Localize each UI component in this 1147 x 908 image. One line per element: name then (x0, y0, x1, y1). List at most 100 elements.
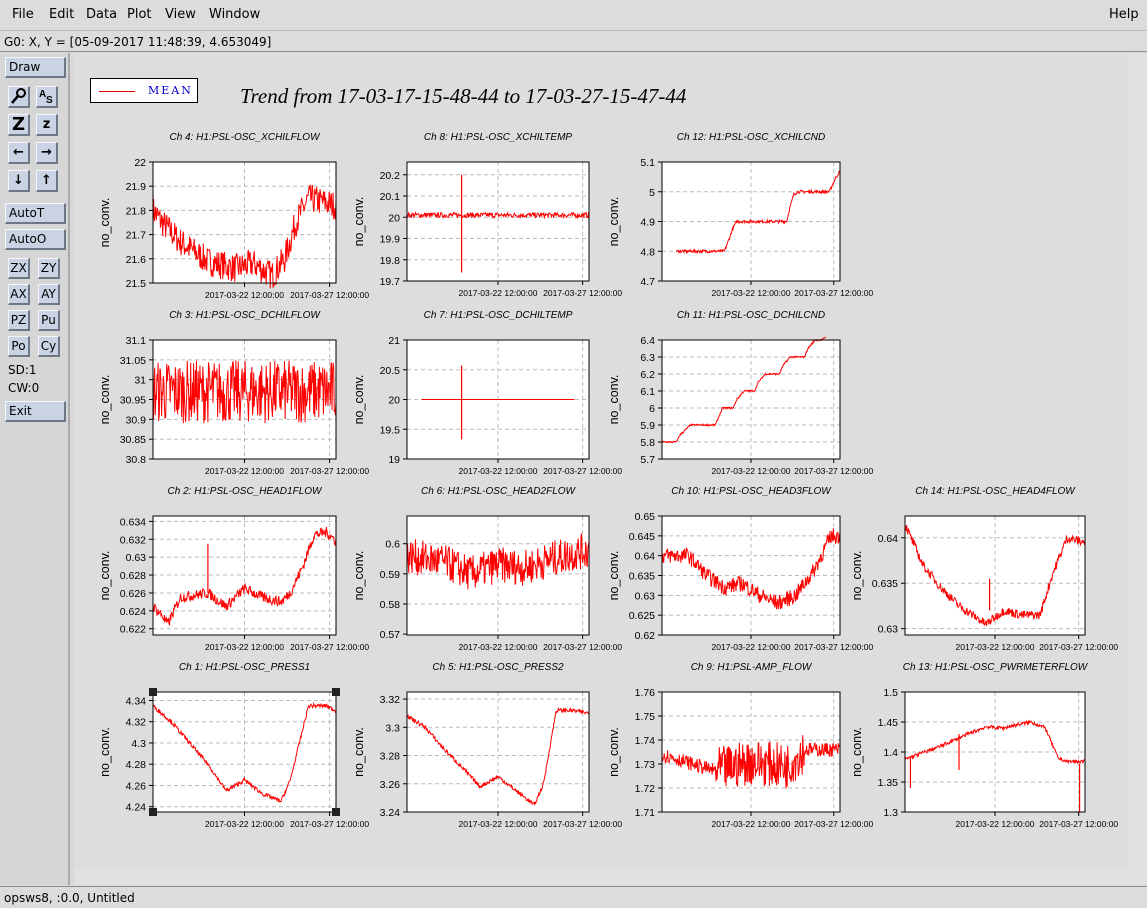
chart-ytick-label: 0.64 (635, 551, 656, 563)
legend-line-swatch (99, 91, 135, 92)
chart-frame (661, 161, 841, 282)
chart-ytick-label: 5.1 (640, 157, 655, 169)
chart-ytick-label: 0.63 (635, 590, 656, 602)
cursor-readout-bar: G0: X, Y = [05-09-2017 11:48:39, 4.65304… (0, 30, 1147, 52)
chart-title: Ch 11: H1:PSL-OSC_DCHILCND (677, 310, 825, 321)
chart-ylabel: no_conv. (98, 727, 112, 777)
zoom-out-icon[interactable]: z (36, 114, 58, 136)
chart-ytick-label: 1.71 (635, 807, 656, 819)
menu-edit[interactable]: Edit (49, 7, 75, 22)
chart-ytick-label: 1.4 (883, 747, 898, 759)
chart-ytick-label: 0.622 (120, 624, 146, 636)
arrow-right-icon[interactable]: → (36, 142, 58, 164)
chart-ytick-label: 0.626 (120, 588, 146, 600)
chart-xtick-label: 2017-03-27 12:00:00 (543, 642, 622, 652)
chart-series-line (152, 360, 337, 424)
chart-xtick-label: 2017-03-22 12:00:00 (712, 819, 791, 829)
chart-ylabel: no_conv. (607, 727, 621, 777)
chart-frame (406, 515, 590, 636)
zoom-in-icon[interactable]: Z (8, 114, 30, 136)
chart-ytick-label: 1.45 (878, 717, 899, 729)
chart-ytick-label: 0.635 (629, 571, 655, 583)
chart-xtick-label: 2017-03-22 12:00:00 (205, 290, 284, 300)
chart-xtick-label: 2017-03-27 12:00:00 (290, 642, 369, 652)
chart-ytick-label: 5 (649, 187, 655, 199)
chart-ytick-label: 0.58 (380, 599, 401, 611)
chart-ytick-label: 0.63 (878, 624, 899, 636)
chart-frame (152, 339, 337, 460)
chart-series-line (406, 706, 590, 807)
magnifier-icon[interactable] (8, 86, 30, 108)
pu-button[interactable]: Pu (38, 310, 60, 331)
chart-ytick-label: 6.4 (640, 335, 655, 347)
autoo-button[interactable]: AutoO (5, 229, 66, 250)
po-button[interactable]: Po (8, 336, 30, 357)
chart-frame (152, 161, 337, 284)
trend-chart: Ch 3: H1:PSL-OSC_DCHILFLOW 31.1 31.05 31 30.… (98, 310, 369, 476)
ax-button[interactable]: AX (8, 284, 30, 305)
ay-button[interactable]: AY (38, 284, 60, 305)
chart-frame (406, 691, 590, 813)
chart-xtick-label: 2017-03-27 12:00:00 (794, 288, 873, 298)
chart-xtick-label: 2017-03-22 12:00:00 (712, 288, 791, 298)
chart-title: Ch 8: H1:PSL-OSC_XCHILTEMP (424, 132, 573, 143)
chart-ytick-label: 5.9 (640, 420, 655, 432)
chart-ylabel: no_conv. (98, 551, 112, 601)
chart-ytick-label: 1.75 (635, 711, 656, 723)
chart-ytick-label: 30.9 (126, 414, 147, 426)
chart-xtick-label: 2017-03-22 12:00:00 (459, 819, 538, 829)
trend-chart: Ch 10: H1:PSL-OSC_HEAD3FLOW 0.65 0.645 0.64… (607, 486, 874, 652)
chart-ytick-label: 4.34 (126, 695, 147, 707)
chart-ylabel: no_conv. (352, 375, 366, 425)
chart-title: Ch 13: H1:PSL-OSC_PWRMETERFLOW (903, 662, 1089, 673)
menu-help[interactable]: Help (1109, 7, 1139, 22)
pz-button[interactable]: PZ (8, 310, 30, 331)
arrow-up-icon[interactable]: ↑ (36, 170, 58, 192)
chart-frame (406, 339, 590, 460)
chart-ytick-label: 1.35 (878, 777, 899, 789)
menu-view[interactable]: View (165, 7, 196, 22)
chart-ytick-label: 21.7 (126, 230, 147, 242)
chart-title: Ch 3: H1:PSL-OSC_DCHILFLOW (169, 310, 321, 321)
chart-ytick-label: 1.5 (883, 687, 898, 699)
autot-button[interactable]: AutoT (5, 203, 66, 224)
chart-ytick-label: 6 (649, 403, 655, 415)
chart-ylabel: no_conv. (607, 551, 621, 601)
chart-ytick-label: 20 (388, 395, 400, 407)
exit-button[interactable]: Exit (5, 401, 66, 422)
status-text: opsws8, :0.0, Untitled (4, 891, 135, 905)
chart-title: Ch 5: H1:PSL-OSC_PRESS2 (432, 662, 564, 673)
chart-ylabel: no_conv. (607, 197, 621, 247)
chart-xtick-label: 2017-03-27 12:00:00 (543, 288, 622, 298)
arrow-left-icon[interactable]: ← (8, 142, 30, 164)
menu-data[interactable]: Data (86, 7, 118, 22)
chart-frame (152, 691, 337, 813)
trend-chart: Ch 7: H1:PSL-OSC_DCHILTEMP 21 20.5 20 19.5 19… (352, 310, 622, 476)
chart-series-line (904, 524, 1086, 627)
chart-ytick-label: 20.2 (380, 170, 401, 182)
chart-ytick-label: 6.3 (640, 352, 655, 364)
chart-title: Ch 14: H1:PSL-OSC_HEAD4FLOW (915, 486, 1076, 497)
chart-ytick-label: 3.28 (380, 751, 401, 763)
menu-file[interactable]: File (12, 7, 34, 22)
cy-button[interactable]: Cy (38, 336, 60, 357)
chart-ylabel: no_conv. (607, 375, 621, 425)
zy-button[interactable]: ZY (38, 258, 60, 279)
menu-plot[interactable]: Plot (127, 7, 152, 22)
draw-button[interactable]: Draw (5, 57, 66, 78)
chart-series-line (152, 526, 337, 627)
chart-title: Ch 6: H1:PSL-OSC_HEAD2FLOW (421, 486, 576, 497)
chart-ytick-label: 19.5 (380, 424, 401, 436)
chart-series-line (661, 528, 841, 610)
chart-frame (406, 161, 590, 282)
arrow-down-icon[interactable]: ↓ (8, 170, 30, 192)
menu-window[interactable]: Window (209, 7, 261, 22)
trend-chart: Ch 8: H1:PSL-OSC_XCHILTEMP 20.2 20.1 20 19.9… (352, 132, 622, 298)
chart-xtick-label: 2017-03-22 12:00:00 (712, 466, 791, 476)
zx-button[interactable]: ZX (8, 258, 30, 279)
chart-ylabel: no_conv. (850, 551, 864, 601)
chart-ytick-label: 0.62 (635, 630, 656, 642)
chart-ytick-label: 31.05 (120, 355, 146, 367)
